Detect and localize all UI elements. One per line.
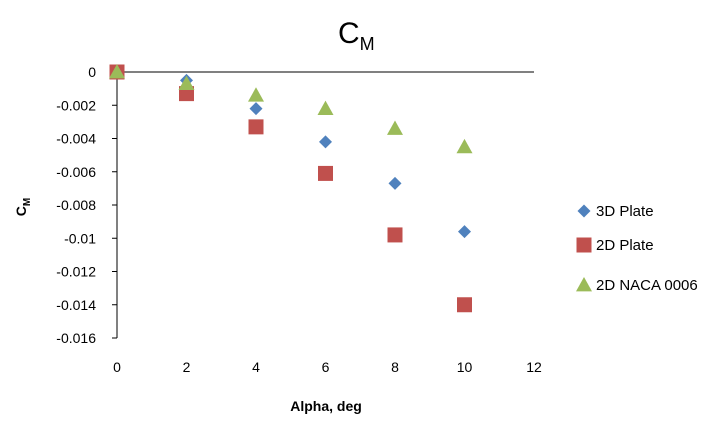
series-diamond bbox=[110, 65, 471, 239]
y-tick-label: -0.012 bbox=[56, 264, 96, 280]
legend-label-2d-plate: 2D Plate bbox=[596, 237, 654, 254]
y-tick-label: -0.004 bbox=[56, 131, 96, 147]
y-tick-label: -0.016 bbox=[56, 330, 96, 346]
x-tick-label: 10 bbox=[457, 359, 473, 375]
x-tick-label: 2 bbox=[183, 359, 191, 375]
data-point-triangle bbox=[456, 138, 473, 154]
data-point-triangle bbox=[387, 120, 403, 135]
series-triangle bbox=[109, 64, 473, 154]
data-point-square bbox=[248, 119, 264, 135]
y-axis-label-group: CM bbox=[13, 198, 33, 216]
data-point-square bbox=[387, 227, 403, 243]
x-tick-label: 8 bbox=[391, 359, 399, 375]
legend-item-3d-plate: 3D Plate bbox=[577, 203, 654, 220]
y-tick-label: -0.01 bbox=[64, 230, 96, 246]
data-point-diamond bbox=[319, 135, 332, 149]
data-point-diamond bbox=[458, 225, 471, 239]
legend: 3D Plate 2D Plate 2D NACA 0006 bbox=[576, 203, 698, 294]
legend-diamond-icon bbox=[577, 204, 591, 218]
y-tick-label: -0.002 bbox=[56, 97, 96, 113]
legend-item-2d-naca-0006: 2D NACA 0006 bbox=[576, 277, 698, 294]
legend-square-icon bbox=[576, 237, 592, 253]
chart-title: CM bbox=[338, 17, 375, 54]
y-axis-label-sub: M bbox=[22, 198, 33, 206]
legend-marker-square-icon bbox=[576, 237, 592, 253]
data-point-diamond bbox=[388, 176, 402, 190]
data-point-diamond bbox=[249, 102, 263, 116]
legend-item-2d-plate: 2D Plate bbox=[576, 237, 654, 254]
y-axis-label-main: C bbox=[13, 206, 29, 216]
legend-marker-triangle-icon bbox=[576, 277, 592, 292]
y-tick-label: 0 bbox=[88, 64, 96, 80]
legend-label-2d-naca-0006: 2D NACA 0006 bbox=[596, 277, 698, 294]
data-point-triangle bbox=[317, 100, 334, 115]
chart-title-main: C bbox=[338, 17, 360, 50]
data-point-triangle bbox=[109, 64, 125, 79]
data-point-triangle bbox=[178, 75, 195, 91]
series-square bbox=[109, 64, 472, 313]
data-point-square bbox=[318, 165, 333, 181]
chart-title-sub: M bbox=[360, 34, 375, 54]
y-tick-label: -0.014 bbox=[56, 297, 96, 313]
y-tick-label: -0.008 bbox=[56, 197, 96, 213]
legend-label-3d-plate: 3D Plate bbox=[596, 203, 654, 220]
x-axis-label: Alpha, deg bbox=[290, 398, 362, 414]
legend-triangle-icon bbox=[576, 277, 592, 292]
x-tick-label: 4 bbox=[252, 359, 260, 375]
y-tick-label: -0.006 bbox=[56, 164, 96, 180]
data-point-triangle bbox=[248, 87, 264, 102]
data-point-square bbox=[457, 297, 472, 313]
legend-marker-diamond-icon bbox=[577, 204, 591, 218]
x-tick-label: 6 bbox=[322, 359, 330, 375]
series-layer bbox=[109, 64, 473, 313]
x-tick-label: 0 bbox=[113, 359, 121, 375]
x-tick-label: 12 bbox=[526, 359, 542, 375]
x-ticks: 0 2 4 6 8 10 12 bbox=[113, 359, 542, 375]
y-axis-label: CM bbox=[13, 198, 33, 216]
y-ticks: 0 -0.002 -0.004 -0.006 -0.008 -0.01 -0.012 -0.0… bbox=[56, 64, 117, 346]
